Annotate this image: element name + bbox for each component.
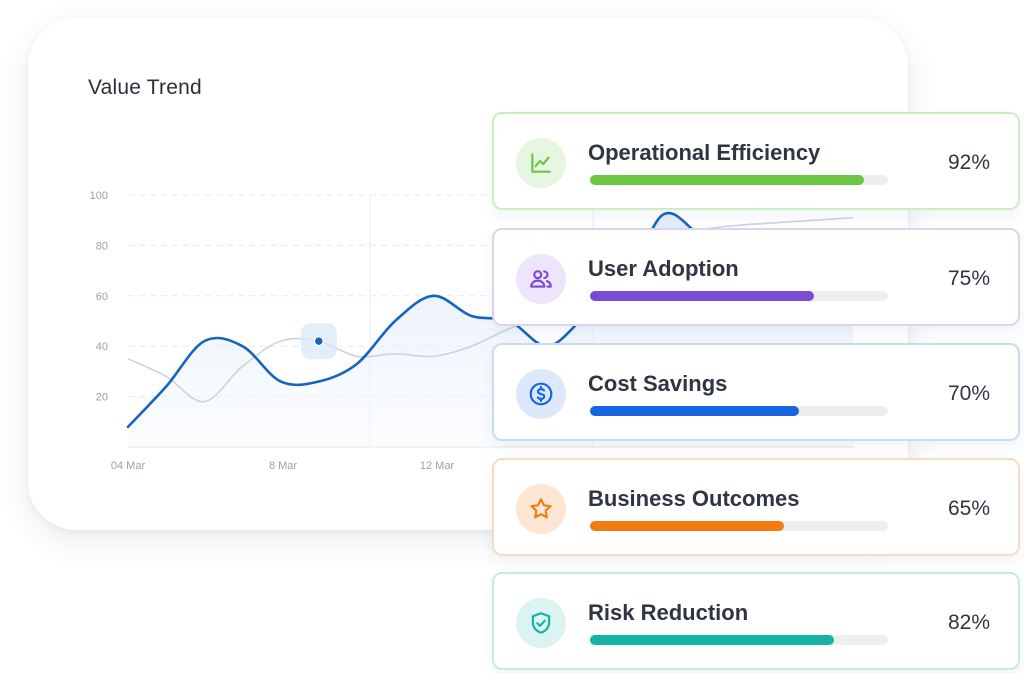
shield-check-icon — [516, 598, 566, 648]
metric-card-user-adoption: User Adoption 75% — [492, 228, 1020, 326]
y-tick-label: 60 — [96, 291, 108, 303]
metric-card-business-outcomes: Business Outcomes 65% — [492, 458, 1020, 556]
y-tick-label: 80 — [96, 240, 108, 252]
progress-fill — [590, 406, 799, 416]
metric-label: User Adoption — [588, 256, 739, 281]
metric-label: Business Outcomes — [588, 486, 800, 511]
progress-track — [590, 635, 888, 645]
metric-card-operational-efficiency: Operational Efficiency 92% — [492, 112, 1020, 210]
progress-track — [590, 406, 888, 416]
metric-label: Cost Savings — [588, 371, 728, 396]
metric-value: 75% — [947, 267, 990, 290]
metric-value: 82% — [947, 611, 990, 634]
line-chart-icon — [516, 138, 566, 188]
y-tick-label: 100 — [90, 190, 108, 202]
metric-card-cost-savings: Cost Savings 70% — [492, 343, 1020, 441]
metric-value: 92% — [947, 151, 990, 174]
progress-track — [590, 175, 888, 185]
metric-card-risk-reduction: Risk Reduction 82% — [492, 572, 1020, 670]
series-line-secondary — [127, 216, 854, 403]
y-tick-label: 20 — [96, 392, 108, 404]
progress-fill — [590, 635, 835, 645]
x-tick-label: 04 Mar — [111, 460, 146, 472]
y-tick-label: 40 — [96, 341, 108, 353]
x-tick-label: 8 Mar — [269, 460, 297, 472]
chart-title: Value Trend — [88, 76, 202, 99]
progress-fill — [590, 521, 784, 531]
star-icon — [516, 484, 566, 534]
progress-fill — [590, 175, 865, 185]
metric-label: Risk Reduction — [588, 600, 749, 625]
progress-track — [590, 291, 888, 301]
metric-value: 70% — [947, 382, 990, 405]
highlighted-point — [313, 335, 325, 347]
progress-fill — [590, 291, 814, 301]
metric-value: 65% — [947, 497, 990, 520]
metric-label: Operational Efficiency — [588, 140, 821, 165]
progress-track — [590, 521, 888, 531]
dollar-icon — [516, 369, 566, 419]
users-icon — [516, 254, 566, 304]
x-tick-label: 12 Mar — [420, 460, 455, 472]
